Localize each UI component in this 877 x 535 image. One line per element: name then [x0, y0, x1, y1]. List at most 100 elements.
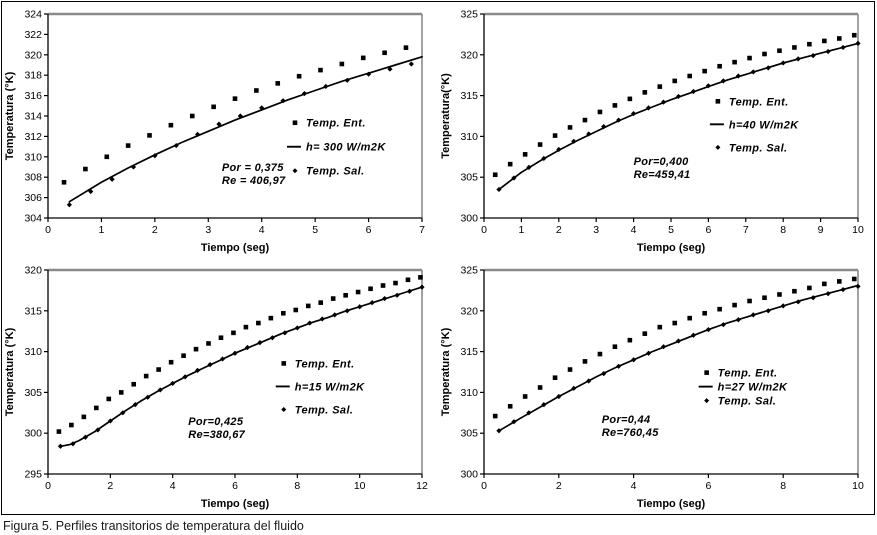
- x-tick-label: 5: [312, 224, 318, 236]
- data-point-diamond: [280, 98, 286, 104]
- series-line: [498, 284, 859, 432]
- data-point-square: [582, 117, 588, 123]
- data-point-square: [492, 413, 498, 419]
- data-point-square: [218, 335, 224, 341]
- x-tick-label: 6: [705, 480, 711, 492]
- data-point-square: [807, 41, 812, 47]
- legend-label: Temp. Sal.: [295, 404, 354, 416]
- data-point-square: [211, 104, 216, 110]
- annotation-text: Re=459,41: [634, 169, 691, 181]
- data-point-square: [69, 422, 74, 428]
- data-point-diamond: [601, 124, 607, 130]
- data-point-diamond: [282, 330, 288, 336]
- data-point-square: [657, 324, 663, 330]
- data-point-square: [537, 385, 543, 390]
- data-point-diamond: [780, 60, 786, 66]
- data-point-square: [522, 152, 528, 157]
- x-tick-label: 4: [631, 224, 637, 236]
- data-point-square: [582, 359, 588, 364]
- y-tick-label: 312: [24, 131, 42, 143]
- chart-top-right: 0 1 2 3 4 5 6 7 8 9 10 300 305 310 315 320 325 Tiempo (se…: [438, 2, 874, 258]
- data-point-square: [268, 315, 274, 321]
- data-point-diamond: [408, 61, 414, 67]
- data-point-diamond: [810, 53, 816, 59]
- x-tick-label: 0: [481, 224, 487, 236]
- data-point-diamond: [705, 326, 711, 333]
- data-point-square: [318, 300, 324, 305]
- y-tick-label: 305: [460, 428, 478, 440]
- data-point-diamond: [825, 291, 831, 297]
- x-tick-label: 9: [818, 224, 824, 236]
- data-point-diamond: [269, 335, 275, 341]
- y-tick-label: 304: [24, 213, 42, 225]
- data-point-diamond: [294, 325, 300, 331]
- data-point-square: [106, 396, 112, 402]
- y-tick-label: 315: [460, 346, 478, 358]
- x-tick-label: 1: [99, 224, 105, 236]
- data-point-square: [507, 403, 513, 409]
- data-point-square: [567, 125, 573, 130]
- data-point-square: [168, 122, 174, 128]
- y-tick-label: 308: [24, 172, 42, 184]
- data-point-square: [343, 292, 348, 298]
- data-point-square: [552, 133, 558, 138]
- x-tick-label: 12: [416, 480, 428, 492]
- data-point-diamond: [720, 78, 726, 84]
- annotation-text: Por = 0,375: [222, 162, 284, 174]
- data-point-diamond: [825, 48, 831, 55]
- data-point-diamond: [382, 295, 388, 302]
- data-point-diamond: [795, 56, 801, 62]
- x-tick-label: 3: [205, 224, 211, 236]
- y-tick-label: 316: [24, 90, 42, 102]
- y-tick-label: 320: [460, 305, 478, 317]
- charts-grid: 0 1 2 3 4 5 6 7 304 306 308 310 312 314 316 318 320 322 32…: [2, 2, 874, 514]
- y-tick-label: 325: [460, 265, 478, 277]
- data-point-square: [403, 45, 409, 50]
- annotation-text: Re = 406,97: [222, 175, 286, 187]
- data-point-square: [168, 359, 174, 365]
- data-point-square: [382, 50, 387, 56]
- x-tick-label: 0: [45, 480, 51, 492]
- data-point-square: [552, 375, 558, 381]
- data-point-diamond: [840, 286, 846, 293]
- data-point-diamond: [419, 284, 425, 290]
- y-tick-label: 320: [460, 49, 478, 61]
- data-point-square: [762, 295, 767, 301]
- data-point-square: [837, 279, 842, 284]
- data-point-diamond: [645, 105, 652, 111]
- data-point-square: [597, 109, 603, 115]
- y-tick-label: 305: [24, 387, 42, 399]
- legend-diamond-marker: [715, 144, 721, 150]
- data-point-square: [822, 281, 827, 287]
- data-point-square: [507, 161, 513, 167]
- x-tick-label: 4: [259, 224, 265, 236]
- data-point-diamond: [810, 295, 816, 301]
- x-tick-label: 7: [419, 224, 425, 236]
- data-point-diamond: [780, 303, 786, 309]
- y-tick-label: 315: [24, 305, 42, 317]
- data-point-diamond: [571, 138, 577, 144]
- data-point-diamond: [855, 40, 861, 46]
- data-point-diamond: [232, 350, 238, 356]
- data-point-diamond: [526, 410, 532, 416]
- y-tick-label: 320: [24, 265, 42, 277]
- data-point-square: [405, 277, 411, 283]
- data-point-diamond: [216, 121, 222, 127]
- data-point-square: [762, 51, 767, 57]
- data-point-square: [567, 367, 573, 372]
- data-point-square: [627, 96, 633, 102]
- data-point-square: [355, 289, 361, 295]
- data-point-square: [296, 73, 302, 79]
- data-point-square: [330, 296, 336, 301]
- data-point-square: [672, 320, 678, 326]
- data-point-square: [732, 59, 737, 65]
- data-point-square: [380, 283, 386, 288]
- data-point-square: [231, 330, 236, 336]
- data-point-diamond: [645, 350, 652, 356]
- x-tick-label: 7: [743, 224, 749, 236]
- data-point-square: [232, 96, 238, 101]
- data-point-diamond: [511, 419, 517, 425]
- y-tick-label: 295: [24, 469, 42, 481]
- x-tick-label: 3: [593, 224, 599, 236]
- y-tick-label: 300: [24, 428, 42, 440]
